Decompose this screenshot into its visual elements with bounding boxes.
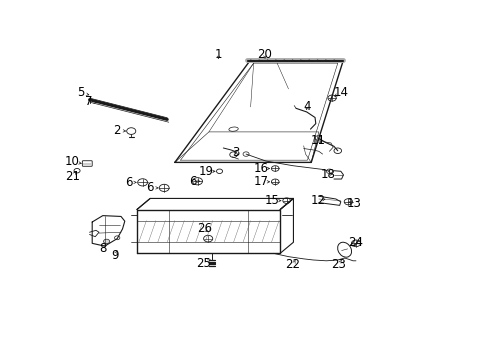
Text: 7: 7 (84, 95, 92, 108)
Text: 23: 23 (330, 258, 346, 271)
Text: 14: 14 (333, 86, 348, 99)
Text: 22: 22 (285, 258, 300, 271)
Text: 26: 26 (197, 222, 211, 235)
Text: 8: 8 (99, 242, 106, 255)
Text: 17: 17 (253, 175, 268, 188)
Text: 10: 10 (65, 156, 80, 168)
Text: 9: 9 (111, 249, 119, 262)
Text: 21: 21 (65, 170, 80, 183)
Text: 11: 11 (310, 134, 325, 147)
Text: 3: 3 (232, 147, 240, 159)
Text: 6: 6 (146, 181, 154, 194)
Circle shape (103, 239, 109, 244)
Text: 24: 24 (348, 236, 363, 249)
Text: 13: 13 (346, 197, 361, 210)
Text: 18: 18 (320, 167, 335, 180)
Text: 12: 12 (310, 194, 325, 207)
Text: 5: 5 (77, 86, 84, 99)
Text: 2: 2 (113, 124, 121, 137)
Text: 15: 15 (264, 194, 280, 207)
Text: 19: 19 (198, 165, 213, 178)
Text: 20: 20 (257, 48, 272, 61)
Text: 6: 6 (124, 176, 132, 189)
Text: 6: 6 (189, 175, 196, 188)
Text: 16: 16 (253, 162, 268, 175)
Text: 1: 1 (214, 48, 222, 61)
Text: 4: 4 (303, 100, 310, 113)
Text: 25: 25 (195, 257, 210, 270)
